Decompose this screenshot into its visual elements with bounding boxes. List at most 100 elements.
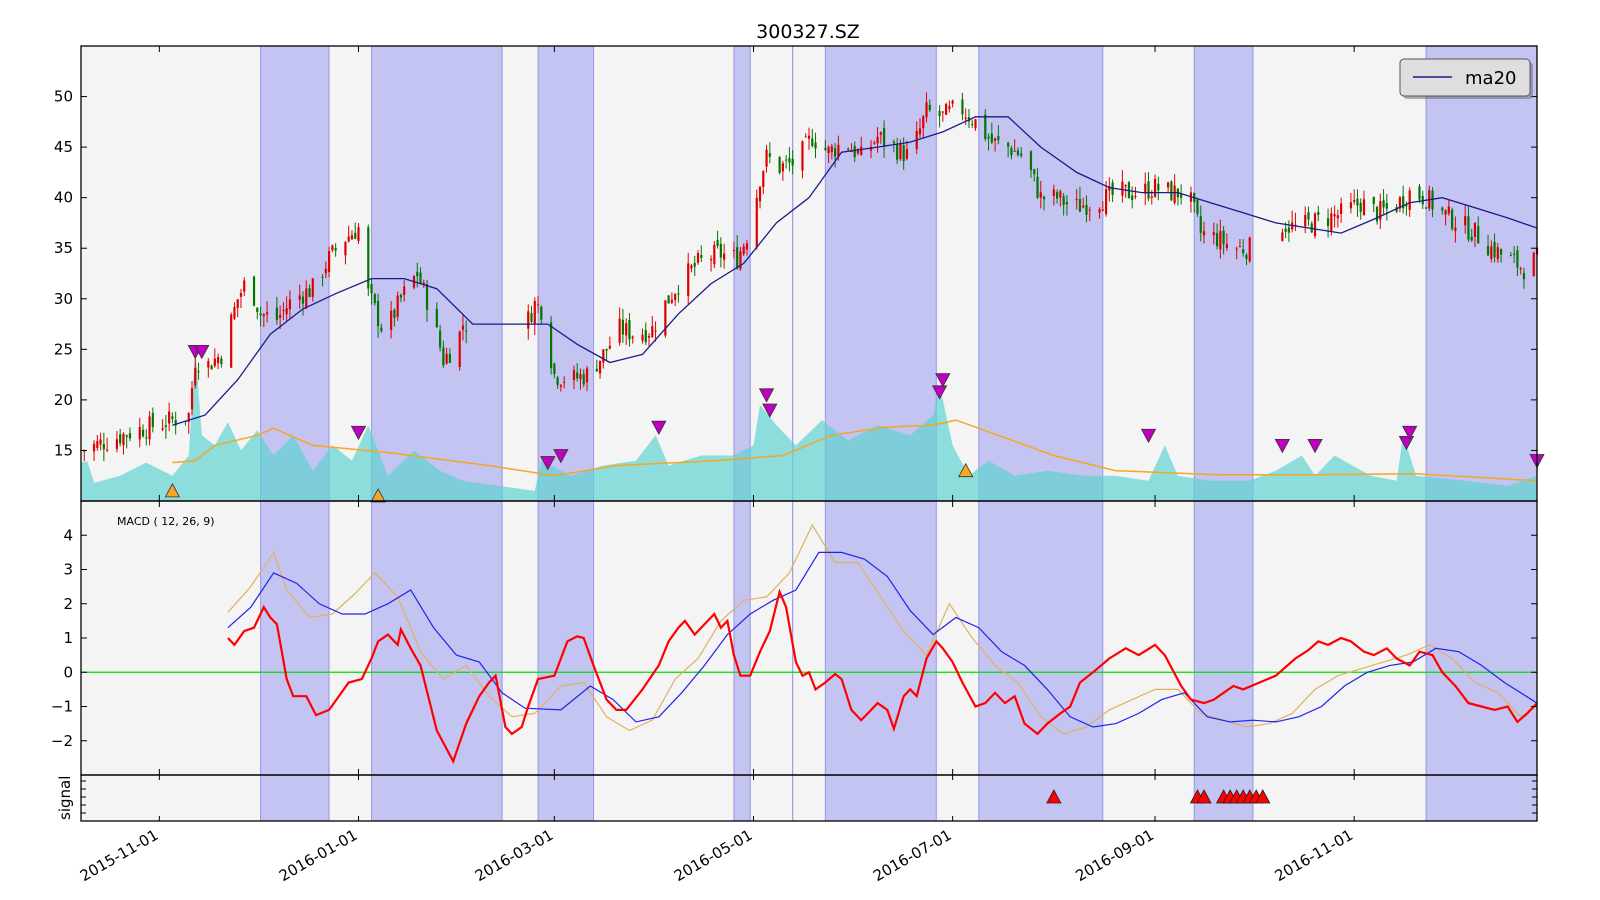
signal-panel-background [81,775,1537,821]
candle-body [1013,150,1016,152]
candle-body [1307,212,1310,220]
candle-body [1470,236,1473,241]
candle-body [99,439,102,445]
volume-fill [81,349,1537,501]
candle-body [1056,192,1059,199]
candle-body [1167,182,1170,188]
candle-body [262,314,265,317]
price-ytick-label: 15 [54,441,73,459]
candle-body [168,411,171,424]
signal-up-triangle [1255,789,1271,804]
candle-body [598,360,602,374]
candle-body [194,367,197,386]
candle-body [445,353,448,364]
candle-body [628,319,631,340]
candle-body [151,412,154,427]
candle-body [1287,227,1290,233]
candle-body [1059,191,1062,198]
macd-ytick-label: 2 [63,595,73,613]
macd-panel-background [81,501,1537,775]
candle-body [925,102,928,118]
ma20-line [172,116,1538,426]
buy-marker-up-triangle [370,488,386,503]
candle-body [380,327,383,332]
candle-body [282,309,285,311]
candle-body [827,146,830,154]
candle-body [674,294,677,301]
candle-body [1196,199,1199,214]
price-ytick-label: 50 [54,88,73,106]
candle-body [765,149,768,167]
candle-body [106,449,109,451]
candle-body [1088,209,1091,211]
candle-body [1007,142,1010,147]
candle-body [1222,230,1225,245]
candle-body [321,276,324,278]
candle-body [948,106,951,110]
candle-body [1212,231,1215,236]
shaded-period [260,45,330,822]
candle-body [997,136,1000,141]
sell-marker-down-triangle [1274,438,1291,454]
candle-body [1062,196,1065,206]
candle-body [1042,196,1046,200]
candle-body [549,322,553,369]
candle-body [723,253,726,260]
candle-body [390,310,393,330]
candle-body [275,307,278,320]
candle-body [945,104,948,115]
candle-body [527,311,530,329]
candle-body [1104,189,1108,215]
candle-body [690,265,693,269]
candle-body [145,437,148,439]
sell-marker-down-triangle [540,456,556,471]
candle-body [331,245,334,251]
candle-body [801,141,804,171]
candle-body [755,197,758,248]
candle-body [1020,153,1023,156]
candle-body [768,153,771,157]
candle-body [298,295,301,301]
candle-body [1281,232,1284,241]
macd-ytick-label: 0 [63,663,73,681]
candle-body [115,439,119,449]
candle-body [1519,268,1522,270]
sell-marker-down-triangle [762,403,778,418]
candle-body [1454,227,1457,231]
candle-body [876,136,879,144]
candle-body [1101,209,1104,211]
candle-body [709,259,713,261]
candle-body [785,159,788,161]
candle-body [1078,198,1082,212]
buy-marker-up-triangle [164,483,181,498]
candle-body [540,306,543,320]
candle-body [631,336,634,339]
candle-body [824,148,827,150]
candle-body [1173,185,1176,203]
candle-body [403,286,406,296]
candle-body [419,272,422,284]
candle-body [370,284,373,294]
candle-body [533,300,536,324]
candle-body [83,450,86,452]
candle-body [918,128,922,135]
candle-body [742,246,745,254]
date-tick-label: 2016-11-01 [1272,826,1357,885]
candle-body [896,144,899,160]
candle-body [347,236,350,242]
candle-body [693,262,696,267]
candle-body [373,294,376,304]
candle-body [138,427,141,440]
candle-body [465,330,468,332]
candle-body [1424,207,1428,209]
candle-body [608,345,611,349]
macd-ytick-label: −1 [51,698,73,716]
candle-body [1215,233,1219,247]
candle-body [834,148,837,157]
candle-body [736,247,739,269]
candle-body [677,293,680,295]
date-tick-label: 2016-03-01 [472,826,557,885]
candle-body [1326,218,1330,227]
candle-body [576,372,579,379]
